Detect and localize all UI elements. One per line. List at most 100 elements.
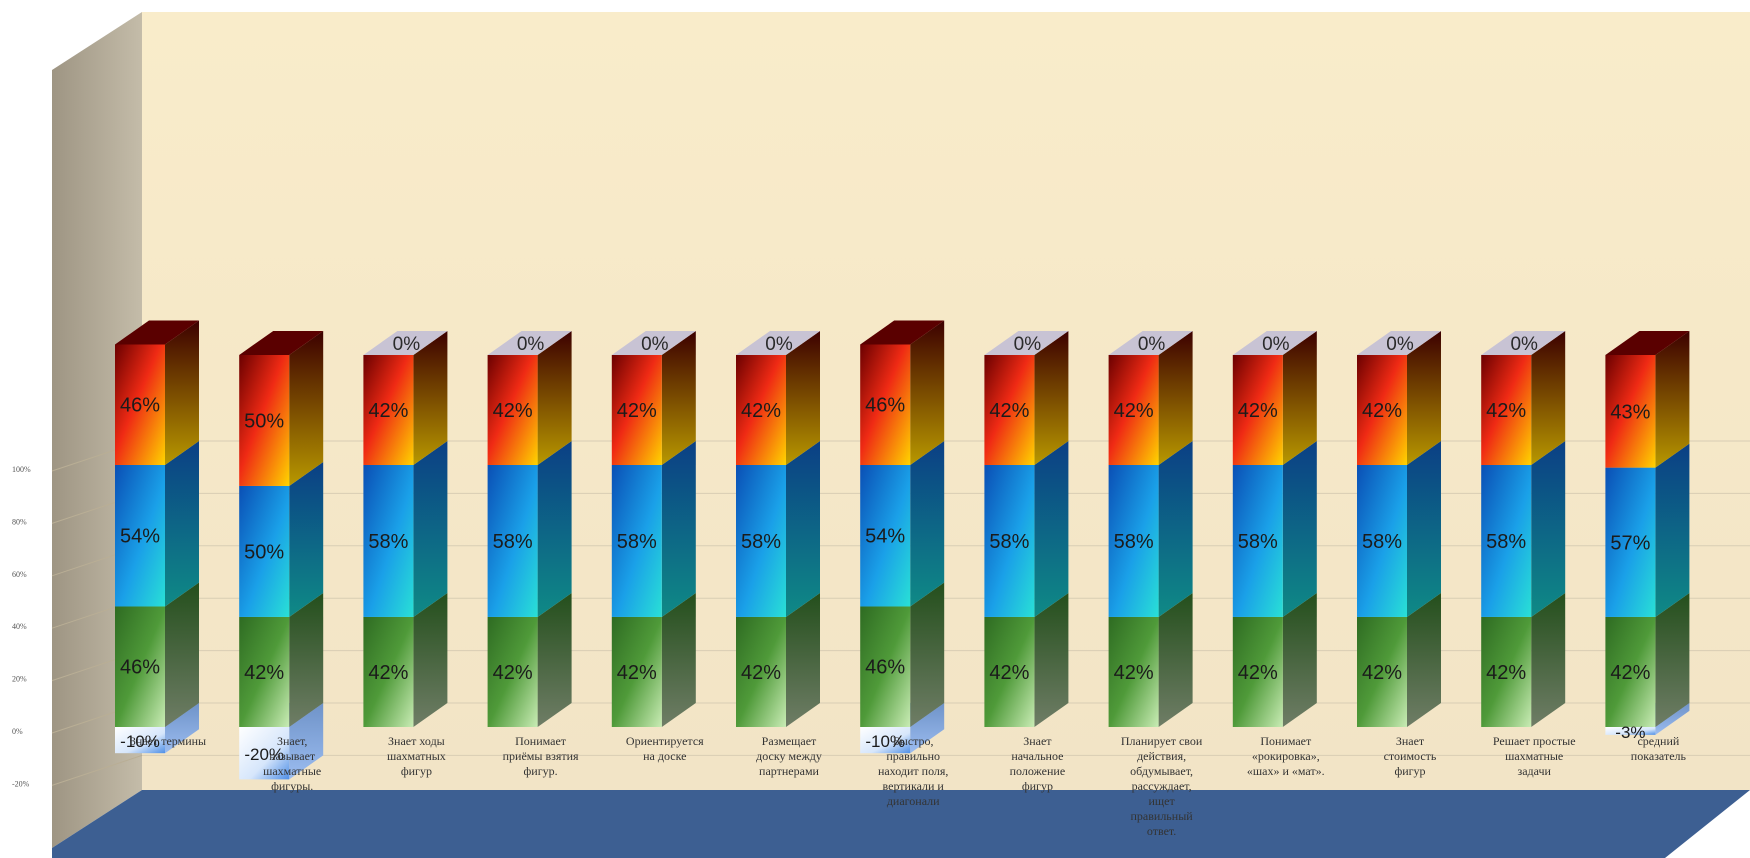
bar-segment-green-side bbox=[1531, 592, 1566, 727]
category-label: Размещает доску между партнерами bbox=[756, 734, 822, 778]
category-label: Решает простые шахматные задачи bbox=[1493, 734, 1576, 778]
bar-segment-blue-front bbox=[1605, 467, 1656, 617]
bar-segment-red-side bbox=[1531, 330, 1566, 465]
bar-segment-negative-side bbox=[165, 703, 199, 754]
data-label-top: 0% bbox=[393, 334, 421, 355]
data-label-top: 0% bbox=[1138, 334, 1166, 355]
bar-segment-blue-front bbox=[984, 465, 1035, 617]
y-tick-label: 20% bbox=[12, 675, 27, 684]
bar-segment-red-front bbox=[363, 354, 414, 465]
bar-segment-blue-side bbox=[1531, 441, 1566, 617]
data-label-top: 0% bbox=[1510, 334, 1538, 355]
bar-segment-blue-front bbox=[1357, 465, 1407, 617]
bar-top-cap bbox=[239, 330, 324, 355]
data-label: 42% bbox=[1610, 662, 1650, 684]
data-label-top: 0% bbox=[765, 334, 793, 355]
bar-segment-red-front bbox=[239, 354, 290, 486]
data-label: 42% bbox=[989, 662, 1029, 684]
data-label: 42% bbox=[1362, 400, 1402, 422]
bar-1: 46% 54% 46% -10% bbox=[115, 320, 199, 754]
bar-segment-red-side bbox=[661, 330, 696, 465]
bar-segment-green-side bbox=[1158, 592, 1193, 727]
bar-segment-green-side bbox=[413, 592, 448, 727]
bar-segment-blue-side bbox=[537, 441, 572, 617]
category-labels: Знает термины Знает, называет шахматные фигу… bbox=[130, 734, 1687, 838]
data-label: 42% bbox=[741, 400, 781, 422]
bar-segment-blue-side bbox=[1407, 441, 1441, 617]
bar-top-cap bbox=[1232, 330, 1317, 355]
category-label: Знает термины bbox=[130, 734, 206, 748]
bar-segment-green-front bbox=[239, 616, 290, 727]
bar-segment-negative-front bbox=[115, 727, 165, 754]
bar-top-cap bbox=[1605, 330, 1690, 355]
bar-segment-green-front bbox=[363, 616, 414, 727]
bar-6: 42% 58% 42% 0% bbox=[736, 330, 820, 727]
y-tick-label: 40% bbox=[12, 622, 27, 631]
bar-segment-green-front bbox=[115, 606, 165, 727]
bar-segment-negative-front bbox=[1605, 727, 1656, 735]
bar-segment-green-side bbox=[786, 592, 820, 727]
bar-segment-blue-front bbox=[487, 465, 538, 617]
data-label-negative: -20% bbox=[244, 745, 284, 764]
bar-segment-red-front bbox=[1481, 354, 1532, 465]
category-label: Быстро, правильно находит поля, вертикали и… bbox=[878, 734, 949, 808]
bar-segment-red-front bbox=[487, 354, 538, 465]
data-label: 42% bbox=[244, 662, 284, 684]
bar-segment-green-side bbox=[910, 582, 945, 727]
bar-segment-red-front bbox=[736, 354, 786, 465]
bar-segment-red-front bbox=[984, 354, 1035, 465]
bar-segment-red-side bbox=[289, 330, 324, 486]
data-label: 58% bbox=[989, 531, 1029, 553]
bar-segment-blue-front bbox=[363, 465, 414, 617]
data-label-top: 0% bbox=[1386, 334, 1414, 355]
bar-top-cap bbox=[611, 330, 696, 355]
bar-segment-green-front bbox=[611, 616, 662, 727]
bar-group: 46%54%46%-10%42%50%50%-20%42%58%42%0%42%… bbox=[115, 320, 1690, 780]
bar-segment-green-front bbox=[487, 616, 538, 727]
gridline-side bbox=[51, 754, 143, 786]
bar-segment-green-front bbox=[1232, 616, 1283, 727]
data-label: 42% bbox=[493, 662, 533, 684]
y-tick-label: 100% bbox=[12, 465, 31, 474]
data-label: 58% bbox=[493, 531, 533, 553]
bar-segment-blue-side bbox=[661, 441, 696, 617]
bar-segment-negative-side bbox=[1655, 703, 1690, 735]
category-label: Планирует свои действия, обдумывает, рассуж… bbox=[1121, 734, 1203, 838]
bar-segment-green-front bbox=[1605, 616, 1656, 727]
bar-top-cap bbox=[115, 320, 199, 345]
bar-segment-negative-front bbox=[860, 727, 911, 754]
data-label: 58% bbox=[1486, 531, 1526, 553]
bar-segment-red-side bbox=[786, 330, 820, 465]
bar-segment-red-side bbox=[1407, 330, 1441, 465]
bar-7: 46% 54% 46% -10% bbox=[860, 320, 945, 754]
category-label: Понимает приёмы взятия фигур. bbox=[503, 734, 579, 778]
bar-5: 42% 58% 42% 0% bbox=[611, 330, 696, 727]
y-tick-label: 0% bbox=[12, 727, 23, 736]
data-label: 58% bbox=[741, 531, 781, 553]
data-label: 42% bbox=[1114, 400, 1154, 422]
bar-segment-red-front bbox=[1605, 354, 1656, 468]
bar-4: 42% 58% 42% 0% bbox=[487, 330, 572, 727]
data-label: 58% bbox=[617, 531, 657, 553]
data-label: 42% bbox=[1238, 662, 1278, 684]
bar-10: 42% 58% 42% 0% bbox=[1232, 330, 1317, 727]
data-label: 46% bbox=[120, 657, 160, 679]
bar-segment-green-side bbox=[165, 582, 199, 727]
data-label: 42% bbox=[1486, 400, 1526, 422]
bar-segment-green-front bbox=[984, 616, 1035, 727]
bar-segment-green-side bbox=[661, 592, 696, 727]
bar-top-cap bbox=[1108, 330, 1193, 355]
bar-segment-blue-side bbox=[786, 441, 820, 617]
bar-top-cap bbox=[363, 330, 448, 355]
data-label: 43% bbox=[1610, 401, 1650, 423]
bar-segment-blue-front bbox=[611, 465, 662, 617]
bar-segment-green-front bbox=[736, 616, 786, 727]
bar-segment-blue-side bbox=[165, 441, 199, 607]
bar-segment-red-front bbox=[1357, 354, 1407, 465]
data-label: 42% bbox=[368, 400, 408, 422]
category-label: Ориентируется на доске bbox=[626, 734, 704, 763]
floor bbox=[52, 790, 1750, 858]
bar-segment-red-side bbox=[910, 320, 945, 465]
bar-segment-blue-front bbox=[736, 465, 786, 617]
data-label: 42% bbox=[1362, 662, 1402, 684]
